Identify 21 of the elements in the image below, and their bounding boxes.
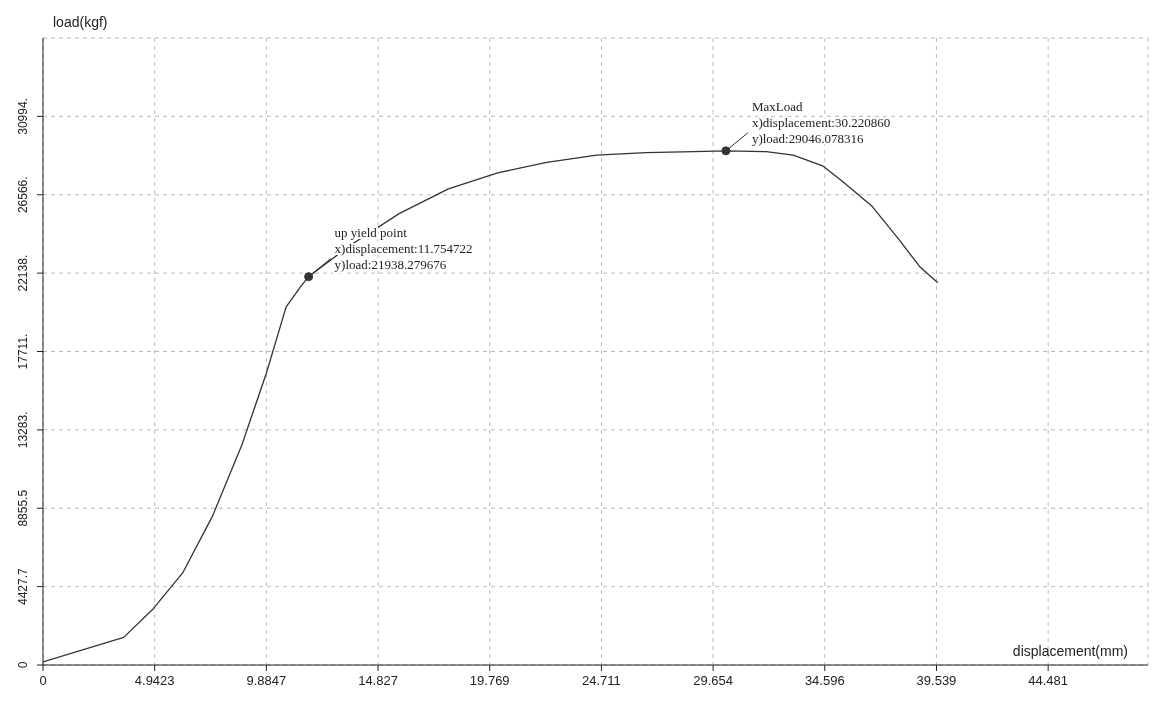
x-tick-label: 19.769 — [469, 673, 510, 688]
x-tick-label: 39.539 — [916, 673, 957, 688]
x-tick-label: 9.8847 — [246, 673, 287, 688]
y-tick-label: 30994. — [16, 98, 30, 135]
x-tick-label: 29.654 — [693, 673, 733, 688]
y-tick-label: 13283. — [16, 411, 30, 449]
x-tick-label: 4.9423 — [134, 673, 175, 688]
x-tick-label: 34.596 — [804, 673, 845, 688]
annotation: MaxLoad x)displacement:30.220860 y)load:29046.078316 — [751, 98, 891, 146]
y-tick-label: 17711. — [16, 333, 30, 370]
x-axis-title: displacement(mm) — [1012, 643, 1128, 659]
x-tick-label: 24.711 — [582, 673, 621, 688]
y-tick-label: 26566. — [16, 176, 30, 214]
y-tick-label: 4427.7 — [16, 567, 30, 605]
y-tick-label: 8855.5 — [16, 489, 30, 527]
x-tick-label: 0 — [39, 673, 47, 688]
y-axis-title: load(kgf) — [53, 14, 108, 30]
x-tick-label: 44.481 — [1028, 673, 1069, 688]
y-tick-label: 22138. — [16, 254, 30, 292]
y-tick-label: 0 — [16, 661, 30, 669]
x-tick-label: 14.827 — [358, 673, 398, 688]
